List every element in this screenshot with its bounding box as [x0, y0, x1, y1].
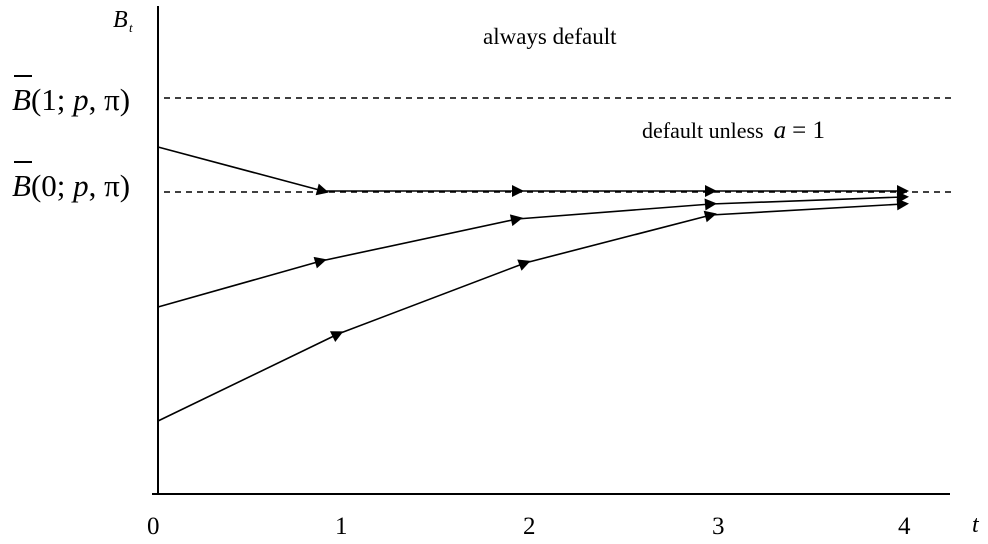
- trajectory-2-segment: [320, 214, 523, 262]
- trajectory-2: [157, 191, 909, 308]
- region-default-unless: default unless a = 1: [642, 117, 825, 144]
- trajectory-3-segment: [337, 259, 531, 335]
- x-tick-3: 3: [712, 513, 725, 540]
- region-always-default: always default: [483, 24, 617, 49]
- threshold-label-a1: B(1; p, π): [12, 82, 130, 117]
- x-tick-2: 2: [523, 513, 536, 540]
- trajectory-3-segment: [524, 210, 717, 264]
- trajectory-1-segment: [157, 146, 329, 196]
- trajectory-2-segment: [710, 191, 909, 205]
- x-tick-1: 1: [335, 513, 348, 540]
- x-tick-4: 4: [898, 513, 911, 540]
- x-tick-0: 0: [147, 513, 160, 540]
- trajectory-3: [157, 198, 909, 422]
- y-axis-label-subscript: t: [129, 20, 133, 35]
- y-axis-label: B: [113, 7, 128, 33]
- x-axis-label: t: [972, 512, 980, 538]
- trajectory-2-segment: [516, 198, 717, 220]
- threshold-label-a0: B(0; p, π): [12, 168, 130, 203]
- trajectory-2-segment: [157, 256, 327, 308]
- trajectory-3-segment: [157, 331, 344, 422]
- trajectory-3-segment: [710, 198, 909, 216]
- trajectory-1: [157, 146, 909, 197]
